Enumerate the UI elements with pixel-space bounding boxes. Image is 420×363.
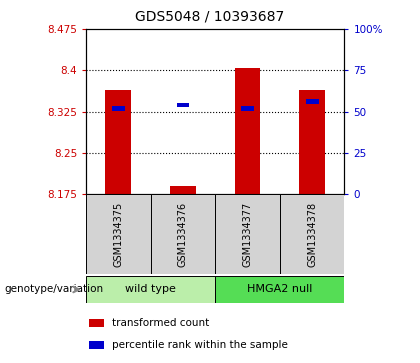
- Bar: [215, 276, 344, 303]
- Bar: [151, 194, 215, 274]
- Text: GDS5048 / 10393687: GDS5048 / 10393687: [135, 9, 285, 23]
- Bar: [241, 106, 254, 111]
- Bar: [170, 186, 196, 194]
- Bar: [299, 90, 325, 194]
- Bar: [176, 103, 189, 107]
- Text: GSM1334378: GSM1334378: [307, 201, 317, 267]
- Bar: [280, 194, 344, 274]
- Bar: [215, 194, 280, 274]
- Bar: [306, 99, 319, 104]
- Bar: [235, 68, 260, 194]
- Text: transformed count: transformed count: [112, 318, 209, 328]
- Text: GSM1334375: GSM1334375: [113, 201, 123, 267]
- Bar: [86, 276, 215, 303]
- Bar: [112, 106, 125, 111]
- Text: HMGA2 null: HMGA2 null: [247, 285, 312, 294]
- Bar: [86, 194, 151, 274]
- Text: wild type: wild type: [125, 285, 176, 294]
- Text: GSM1334376: GSM1334376: [178, 201, 188, 267]
- Text: GSM1334377: GSM1334377: [242, 201, 252, 267]
- Bar: [89, 341, 104, 349]
- Bar: [89, 319, 104, 327]
- Text: genotype/variation: genotype/variation: [4, 285, 103, 294]
- Text: percentile rank within the sample: percentile rank within the sample: [112, 340, 288, 350]
- Bar: [105, 90, 131, 194]
